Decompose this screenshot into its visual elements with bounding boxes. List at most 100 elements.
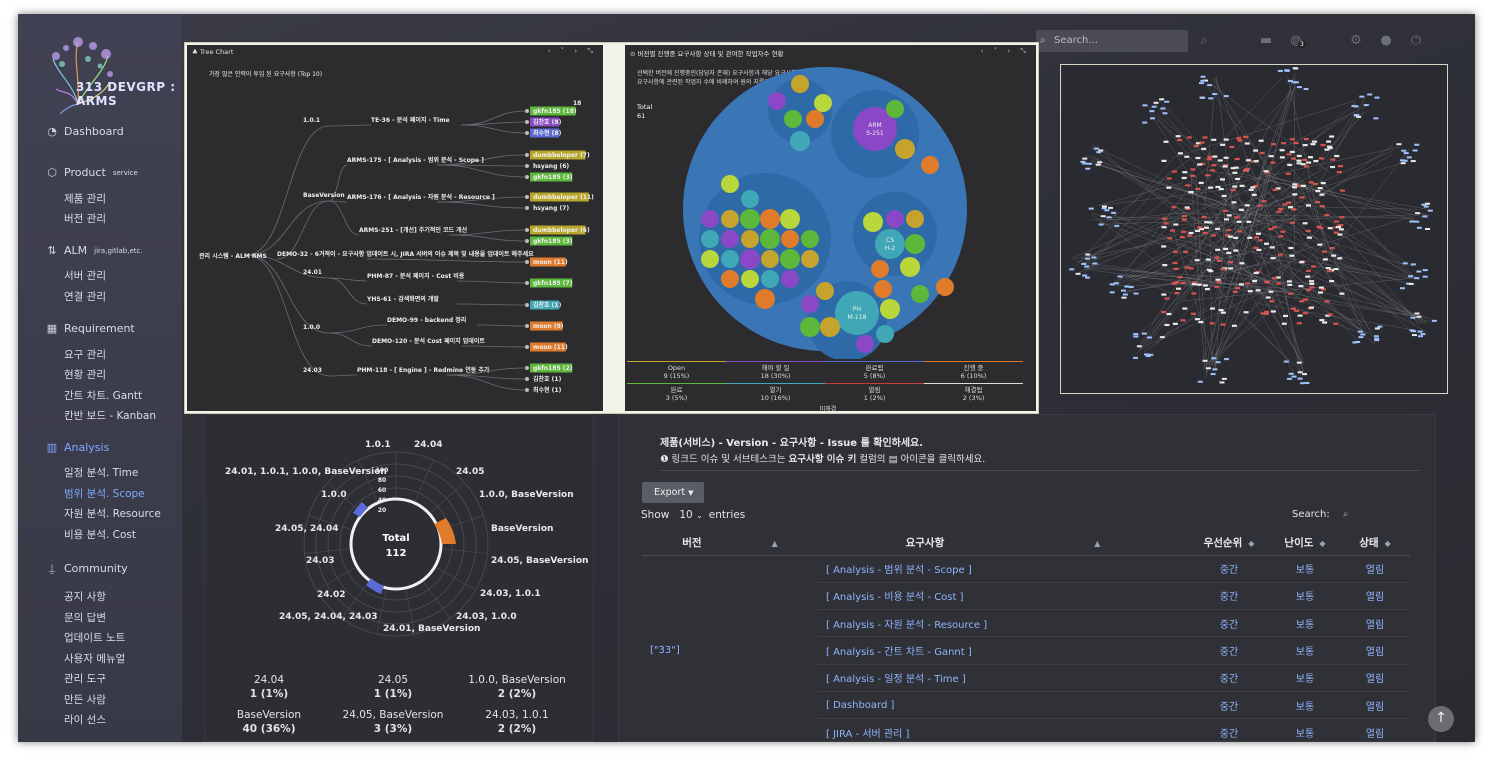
graph-node[interactable] [1230, 167, 1236, 170]
bubble[interactable] [755, 289, 775, 309]
graph-node[interactable] [1247, 290, 1253, 293]
graph-node[interactable] [1253, 160, 1259, 163]
graph-node[interactable] [1374, 339, 1380, 342]
graph-node[interactable] [1162, 112, 1168, 115]
donut-bar[interactable] [353, 502, 368, 517]
graph-node[interactable] [1177, 152, 1183, 155]
bubble-legend-cell[interactable]: 열기 10 (16%) [726, 383, 825, 404]
bubble[interactable] [835, 291, 879, 335]
nav-requirement[interactable]: ▦ Requirement [46, 321, 135, 335]
bubble[interactable] [814, 94, 832, 112]
graph-node[interactable] [1151, 105, 1157, 108]
graph-node[interactable] [1097, 161, 1103, 164]
bubble[interactable] [741, 190, 759, 208]
nav-manual[interactable]: 사용자 메뉴얼 [64, 653, 126, 665]
graph-node[interactable] [1235, 177, 1241, 180]
graph-node[interactable] [1286, 280, 1292, 283]
graph-node[interactable] [1298, 285, 1304, 288]
requirement-cell[interactable]: [ Dashboard ] [818, 691, 1188, 720]
graph-node[interactable] [1170, 229, 1176, 232]
graph-node[interactable] [1233, 236, 1239, 240]
graph-node[interactable] [1207, 221, 1213, 224]
graph-node[interactable] [1182, 307, 1188, 310]
graph-node[interactable] [1215, 278, 1221, 281]
graph-node[interactable] [1212, 93, 1218, 96]
graph-node[interactable] [1268, 227, 1274, 231]
graph-node[interactable] [1088, 207, 1094, 210]
graph-node[interactable] [1374, 337, 1380, 340]
graph-node[interactable] [1427, 209, 1433, 212]
graph-node[interactable] [1214, 285, 1220, 288]
graph-node[interactable] [1288, 372, 1294, 375]
graph-node[interactable] [1263, 170, 1269, 173]
graph-node[interactable] [1302, 373, 1308, 376]
graph-node[interactable] [1303, 138, 1309, 141]
graph-node[interactable] [1245, 159, 1251, 162]
graph-node[interactable] [1082, 157, 1088, 160]
tree-version-label[interactable]: 1.0.0 [303, 324, 320, 331]
graph-node[interactable] [1190, 312, 1196, 315]
bubble[interactable] [701, 250, 719, 268]
graph-node[interactable] [1206, 268, 1212, 272]
graph-node[interactable] [1092, 262, 1098, 265]
legend-cell[interactable]: 24.03, 1.0.1 2 (2%) [485, 709, 549, 735]
graph-node[interactable] [1401, 149, 1407, 152]
graph-node[interactable] [1410, 316, 1416, 319]
bubble[interactable] [790, 131, 810, 151]
graph-node[interactable] [1220, 178, 1226, 181]
graph-node[interactable] [1260, 312, 1266, 315]
nav-gantt[interactable]: 간트 차트. Gantt [64, 390, 143, 402]
graph-node[interactable] [1250, 186, 1256, 189]
requirement-cell[interactable]: [ Analysis - 간트 차트 - Gannt ] [818, 636, 1188, 665]
graph-node[interactable] [1185, 207, 1191, 211]
graph-node[interactable] [1149, 110, 1155, 113]
graph-node[interactable] [1337, 233, 1343, 236]
bubble-legend-cell[interactable]: 해결됨 2 (3%) [924, 383, 1023, 404]
export-button[interactable]: Export ▼ [642, 482, 704, 503]
graph-node[interactable] [1069, 268, 1075, 271]
nav-dashboard[interactable]: ◔ Dashboard [47, 124, 124, 138]
graph-node[interactable] [1357, 330, 1363, 333]
graph-node[interactable] [1200, 75, 1206, 78]
bubble[interactable] [801, 230, 819, 248]
graph-node[interactable] [1204, 288, 1210, 291]
tree-requirement-label[interactable]: ARMS-251 - [개선] 주기적인 코드 개선 [359, 226, 467, 234]
graph-node[interactable] [1416, 226, 1422, 229]
graph-node[interactable] [1300, 382, 1306, 385]
graph-node[interactable] [1278, 207, 1284, 211]
graph-node[interactable] [1133, 335, 1139, 338]
graph-node[interactable] [1410, 263, 1416, 266]
scroll-top-button[interactable]: ↑ [1428, 706, 1454, 732]
graph-node[interactable] [1202, 359, 1208, 362]
graph-node[interactable] [1133, 292, 1139, 295]
graph-node[interactable] [1093, 147, 1099, 150]
graph-node[interactable] [1180, 319, 1186, 322]
graph-node[interactable] [1197, 226, 1203, 229]
graph-node[interactable] [1206, 158, 1212, 161]
graph-node[interactable] [1231, 324, 1237, 327]
graph-node[interactable] [1085, 276, 1091, 279]
graph-node[interactable] [1234, 157, 1240, 161]
bubble-legend-cell[interactable]: 완료됨 5 (8%) [825, 361, 924, 382]
graph-node[interactable] [1327, 146, 1333, 150]
requirement-cell[interactable]: [ JIRA - 서버 관리 ] [818, 718, 1188, 742]
graph-node[interactable] [1280, 230, 1286, 233]
table-row[interactable]: [ Analysis - 자원 분석 - Resource ] 중간 보통 열림 [642, 609, 1410, 638]
graph-node[interactable] [1302, 312, 1308, 315]
graph-node[interactable] [1307, 156, 1313, 159]
graph-node[interactable] [1195, 156, 1201, 160]
graph-node[interactable] [1367, 93, 1373, 96]
graph-node[interactable] [1203, 226, 1209, 229]
graph-node[interactable] [1194, 318, 1200, 321]
graph-node[interactable] [1414, 143, 1420, 146]
tree-version-label[interactable]: 24.01 [303, 269, 322, 276]
graph-node[interactable] [1253, 149, 1259, 152]
graph-node[interactable] [1296, 361, 1302, 364]
graph-node[interactable] [1232, 171, 1238, 174]
graph-node[interactable] [1339, 216, 1345, 219]
graph-node[interactable] [1414, 220, 1420, 223]
graph-node[interactable] [1181, 230, 1187, 233]
pane-controls[interactable]: ‹ ˅ › ⤡ [547, 47, 597, 55]
tree-leaf-node[interactable] [525, 281, 529, 285]
graph-node[interactable] [1406, 282, 1412, 285]
